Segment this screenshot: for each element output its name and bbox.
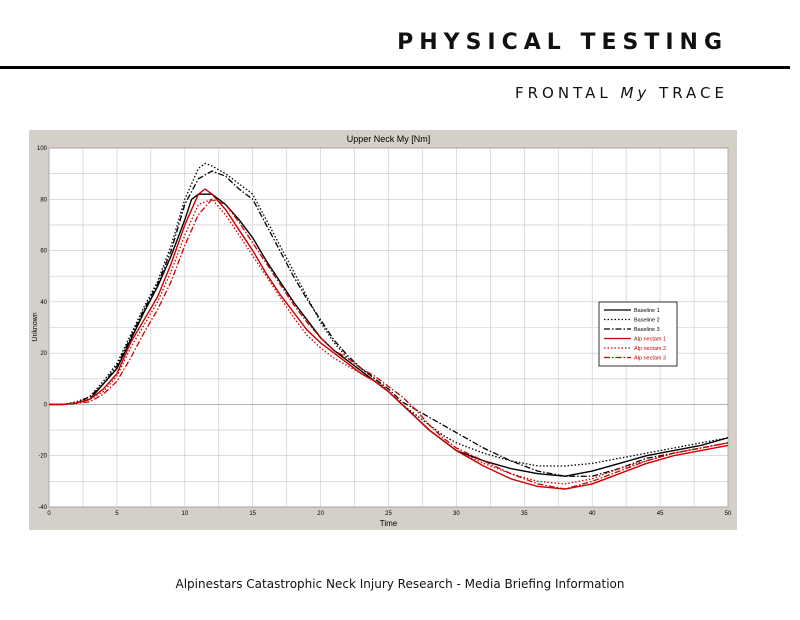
legend-label-4: Alp nectam 1 xyxy=(634,337,666,343)
y-tick-label: -20 xyxy=(38,454,47,460)
series-line-4 xyxy=(49,188,729,490)
series-line-3 xyxy=(49,170,729,477)
legend: Baseline 1 Baseline 2 Baseline 3 Alp nectam… xyxy=(598,301,678,367)
series-line-1 xyxy=(49,193,729,477)
x-tick-label: 10 xyxy=(181,511,188,517)
legend-label-6: Alp nectam 3 xyxy=(634,356,666,362)
x-tick-label: 0 xyxy=(47,511,51,517)
chart-title: Upper Neck My [Nm] xyxy=(347,134,431,144)
series-layer xyxy=(49,162,729,490)
page-subtitle: FRONTAL My TRACE xyxy=(515,84,728,102)
y-tick-label: 100 xyxy=(37,146,48,152)
page-title: PHYSICAL TESTING xyxy=(397,30,728,55)
y-tick-label: 60 xyxy=(40,249,47,255)
x-tick-label: 25 xyxy=(385,511,392,517)
y-tick-label: 0 xyxy=(44,402,48,408)
y-tick-label: 20 xyxy=(40,351,47,357)
x-tick-label: 40 xyxy=(589,511,596,517)
y-tick-label: -40 xyxy=(38,505,47,511)
x-tick-label: 35 xyxy=(521,511,528,517)
legend-label-5: Alp nectam 2 xyxy=(634,346,666,352)
subtitle-pre: FRONTAL xyxy=(515,84,621,102)
y-axis-label: Unknown xyxy=(32,312,39,341)
subtitle-post: TRACE xyxy=(650,84,728,102)
x-tick-label: 30 xyxy=(453,511,460,517)
x-tick-label: 50 xyxy=(725,511,732,517)
y-tick-label: 80 xyxy=(40,197,47,203)
series-line-5 xyxy=(49,198,729,485)
footer-text: Alpinestars Catastrophic Neck Injury Res… xyxy=(175,577,625,591)
legend-box xyxy=(598,301,678,367)
legend-label-3: Baseline 3 xyxy=(634,327,660,333)
series-line-6 xyxy=(49,198,729,490)
legend-label-1: Baseline 1 xyxy=(634,308,660,314)
chart-frame: 0 5 10 15 20 25 30 35 40 45 50 -40 -20 0 20 40 60 80 100 U… xyxy=(29,130,737,530)
x-tick-label: 45 xyxy=(657,511,664,517)
legend-label-2: Baseline 2 xyxy=(634,318,660,324)
x-tick-label: 15 xyxy=(249,511,256,517)
header-rule xyxy=(0,66,790,69)
x-axis-label: Time xyxy=(380,519,398,528)
neck-moment-chart: 0 5 10 15 20 25 30 35 40 45 50 -40 -20 0 20 40 60 80 100 U… xyxy=(32,134,732,528)
y-tick-label: 40 xyxy=(40,300,47,306)
x-tick-label: 20 xyxy=(317,511,324,517)
tick-labels: 0 5 10 15 20 25 30 35 40 45 50 -40 -20 0 20 40 60 80 100 xyxy=(37,146,732,517)
x-tick-label: 5 xyxy=(115,511,119,517)
subtitle-italic: My xyxy=(620,84,651,102)
